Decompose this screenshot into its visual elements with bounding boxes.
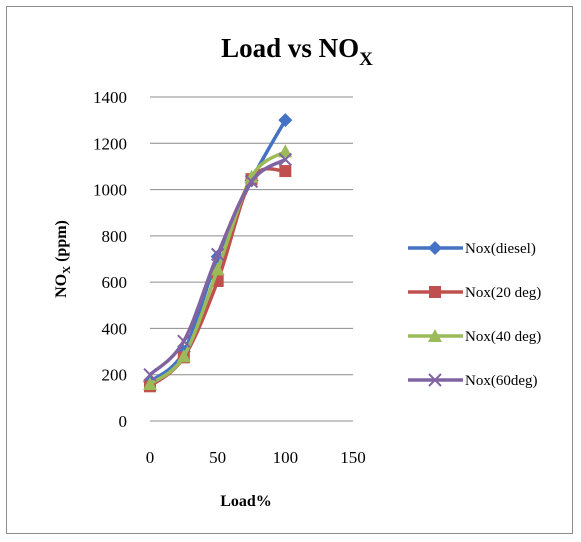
y-tick-label: 200 <box>102 366 128 385</box>
chart-frame <box>6 6 573 534</box>
x-axis-label: Load% <box>220 493 272 510</box>
legend-label: Nox(20 deg) <box>465 285 541 301</box>
plot-area <box>143 113 293 393</box>
data-point <box>278 152 293 167</box>
y-tick-label: 1400 <box>93 88 127 107</box>
marker-stroke <box>177 334 191 348</box>
chart-title: Load vs NOX <box>221 33 373 70</box>
y-axis-label: NOX (ppm) <box>53 220 73 298</box>
data-point <box>210 247 225 262</box>
legend-marker <box>428 373 442 387</box>
x-tick-labels: 0 50 100 150 <box>146 448 366 467</box>
legend-marker <box>428 329 442 342</box>
y-tick-label: 800 <box>102 227 128 246</box>
data-point <box>210 262 225 276</box>
x-tick-label: 0 <box>146 448 155 467</box>
data-point <box>244 174 259 189</box>
series-2 <box>144 165 292 393</box>
x-tick-label: 150 <box>340 448 366 467</box>
marker-stroke <box>210 247 225 262</box>
y-tick-label: 1200 <box>93 134 127 153</box>
x-tick-label: 50 <box>209 448 226 467</box>
y-tick-label: 600 <box>102 273 128 292</box>
marker-stroke <box>278 152 293 167</box>
legend-marker <box>429 286 441 298</box>
marker-stroke <box>143 368 157 382</box>
data-point <box>177 334 191 348</box>
legend-item: Nox(60deg) <box>408 373 537 389</box>
data-point <box>143 368 157 382</box>
marker-stroke <box>244 174 259 189</box>
data-point <box>279 165 292 178</box>
legend-item: Nox(diesel) <box>408 241 536 257</box>
legend-marker <box>428 241 442 255</box>
data-point <box>278 113 293 128</box>
y-tick-label: 1000 <box>93 181 127 200</box>
y-tick-labels: 0 200 400 600 800 1000 1200 1400 <box>93 88 127 431</box>
legend-label: Nox(40 deg) <box>465 329 541 345</box>
legend-label: Nox(60deg) <box>465 373 537 389</box>
series-3 <box>143 144 293 390</box>
legend-label: Nox(diesel) <box>465 241 536 257</box>
y-tick-label: 0 <box>119 412 128 431</box>
legend-item: Nox(40 deg) <box>408 329 541 345</box>
y-tick-label: 400 <box>102 319 128 338</box>
x-tick-label: 100 <box>273 448 299 467</box>
legend: Nox(diesel) Nox(20 deg) Nox(40 deg) Nox(60d… <box>408 241 541 389</box>
series-4 <box>143 152 293 382</box>
gridlines <box>150 96 353 422</box>
data-point <box>278 144 293 158</box>
marker-stroke <box>428 373 442 387</box>
data-point <box>176 349 191 363</box>
data-point <box>143 376 157 390</box>
legend-item: Nox(20 deg) <box>408 285 541 301</box>
